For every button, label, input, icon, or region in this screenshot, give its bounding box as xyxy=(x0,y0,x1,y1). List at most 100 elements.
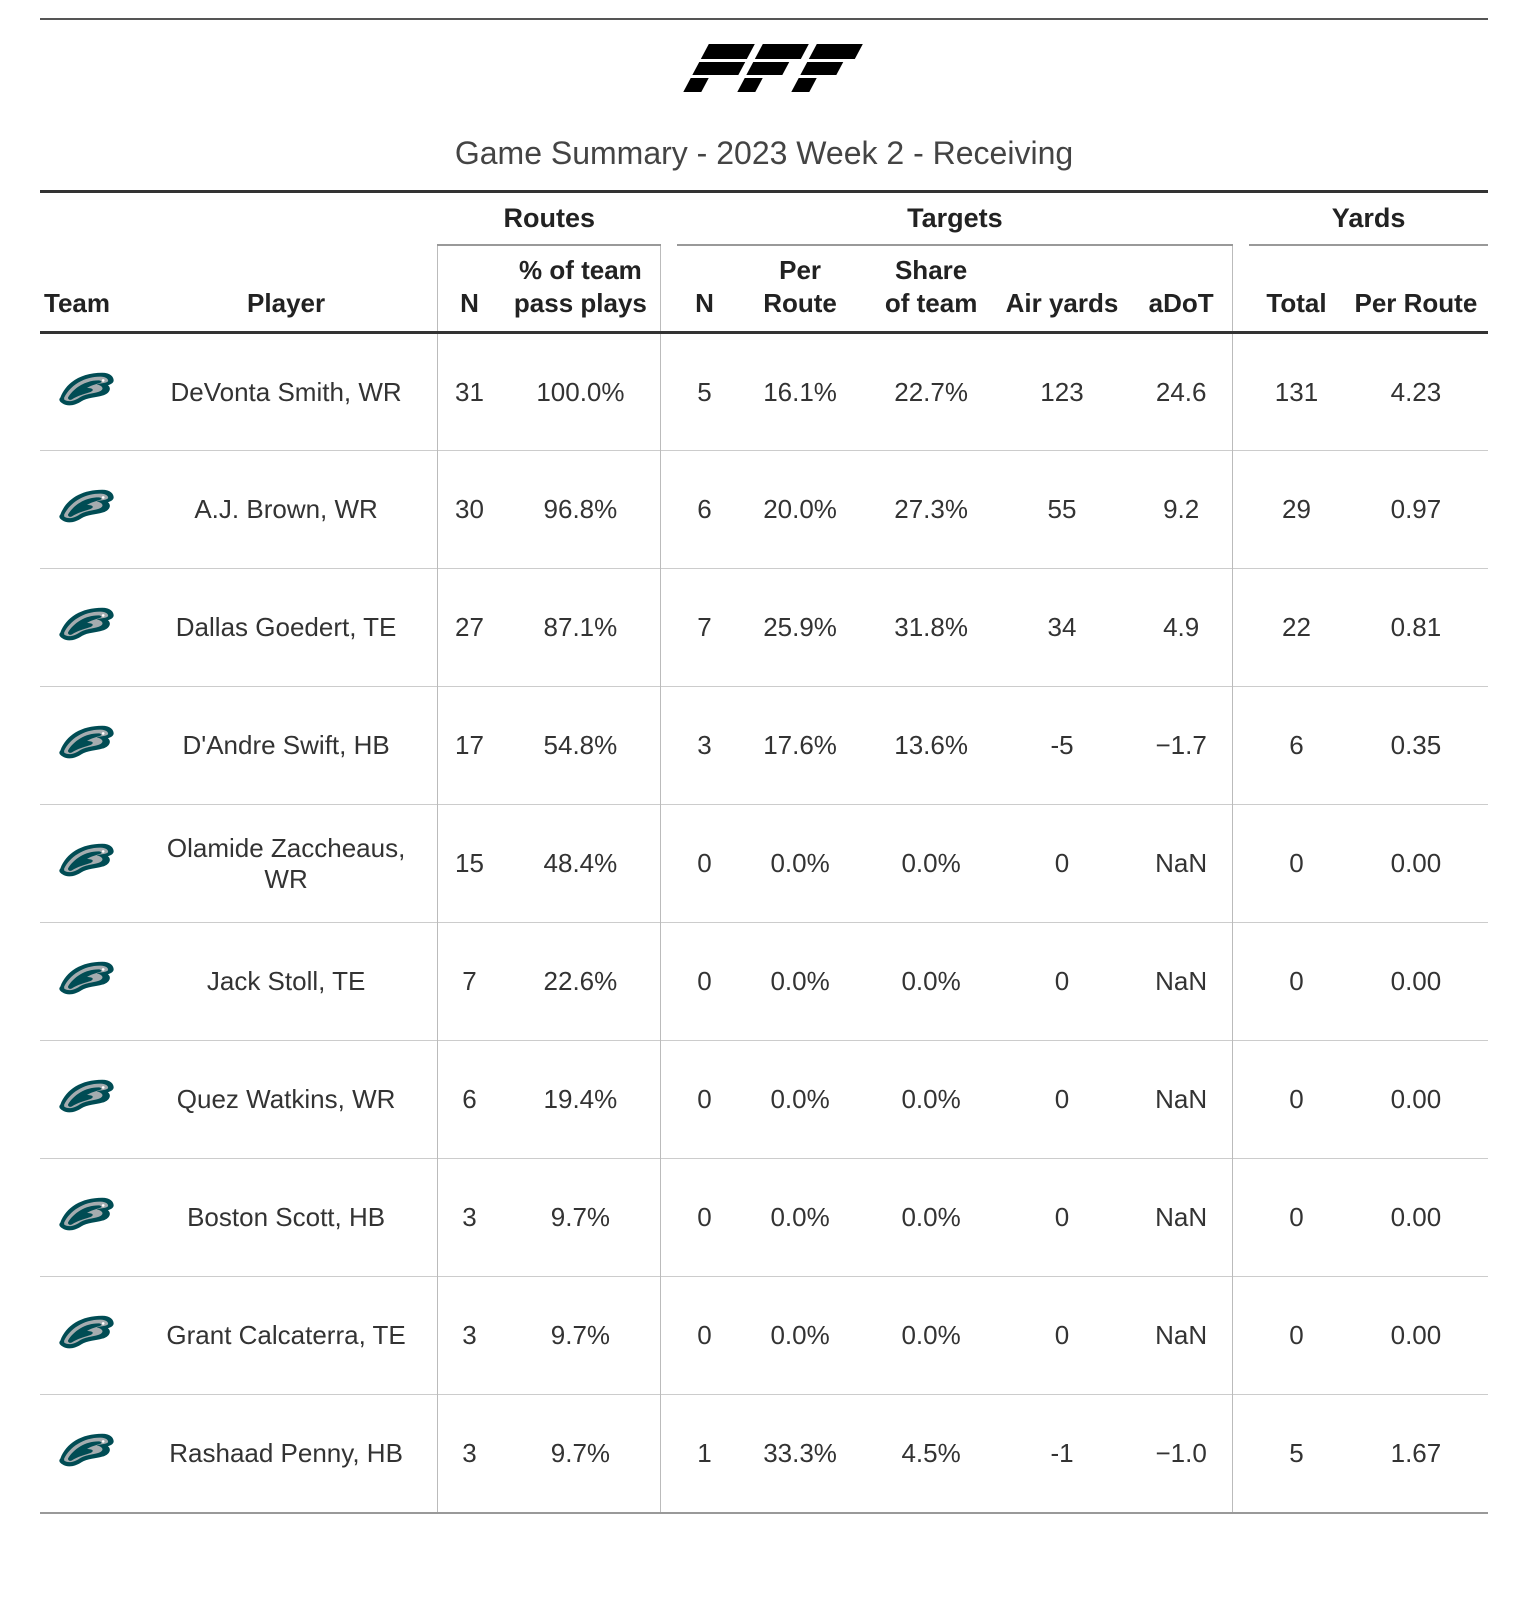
cell-routes-n: 3 xyxy=(438,1395,501,1513)
pff-logo-icon xyxy=(654,38,874,96)
cell-targets-n: 5 xyxy=(677,333,732,451)
team-logo-icon xyxy=(58,1076,116,1116)
cell-targets-air: 0 xyxy=(994,1159,1130,1277)
col-targets-adot: aDoT xyxy=(1130,245,1232,333)
cell-targets-n: 6 xyxy=(677,451,732,569)
cell-player: Quez Watkins, WR xyxy=(135,1041,438,1159)
cell-yards-total: 22 xyxy=(1249,569,1344,687)
col-targets-share: Share of team xyxy=(868,245,993,333)
table-row: Grant Calcaterra, TE39.7%00.0%0.0%0NaN00… xyxy=(40,1277,1488,1395)
cell-targets-n: 3 xyxy=(677,687,732,805)
table-row: D'Andre Swift, HB1754.8%317.6%13.6%-5−1.… xyxy=(40,687,1488,805)
cell-routes-pct: 48.4% xyxy=(501,805,661,923)
cell-routes-pct: 96.8% xyxy=(501,451,661,569)
group-targets: Targets xyxy=(677,192,1232,246)
cell-targets-per-route: 17.6% xyxy=(732,687,869,805)
cell-targets-per-route: 20.0% xyxy=(732,451,869,569)
cell-routes-pct: 9.7% xyxy=(501,1277,661,1395)
cell-targets-adot: 24.6 xyxy=(1130,333,1232,451)
cell-targets-per-route: 25.9% xyxy=(732,569,869,687)
table-row: Boston Scott, HB39.7%00.0%0.0%0NaN00.00 xyxy=(40,1159,1488,1277)
cell-targets-share: 31.8% xyxy=(868,569,993,687)
cell-yards-per-route: 0.00 xyxy=(1344,1277,1488,1395)
cell-yards-total: 5 xyxy=(1249,1395,1344,1513)
cell-targets-air: -1 xyxy=(994,1395,1130,1513)
cell-yards-total: 0 xyxy=(1249,1159,1344,1277)
cell-yards-per-route: 4.23 xyxy=(1344,333,1488,451)
group-blank xyxy=(40,192,438,246)
cell-player: Boston Scott, HB xyxy=(135,1159,438,1277)
cell-yards-total: 0 xyxy=(1249,1041,1344,1159)
cell-gap xyxy=(1233,687,1250,805)
cell-yards-per-route: 0.00 xyxy=(1344,923,1488,1041)
cell-routes-n: 6 xyxy=(438,1041,501,1159)
col-targets-per-route: Per Route xyxy=(732,245,869,333)
cell-routes-n: 17 xyxy=(438,687,501,805)
cell-targets-per-route: 16.1% xyxy=(732,333,869,451)
cell-targets-n: 0 xyxy=(677,1159,732,1277)
cell-targets-adot: NaN xyxy=(1130,1277,1232,1395)
cell-gap xyxy=(1233,1041,1250,1159)
group-routes: Routes xyxy=(438,192,661,246)
table-row: Jack Stoll, TE722.6%00.0%0.0%0NaN00.00 xyxy=(40,923,1488,1041)
cell-yards-total: 0 xyxy=(1249,923,1344,1041)
col-gap xyxy=(1233,245,1250,333)
team-logo-icon xyxy=(58,604,116,644)
cell-yards-per-route: 0.00 xyxy=(1344,1159,1488,1277)
cell-team xyxy=(40,1277,135,1395)
cell-player: Olamide Zaccheaus, WR xyxy=(135,805,438,923)
cell-targets-share: 4.5% xyxy=(868,1395,993,1513)
cell-gap xyxy=(661,687,678,805)
team-logo-icon xyxy=(58,1430,116,1470)
cell-targets-share: 0.0% xyxy=(868,1277,993,1395)
cell-targets-air: 0 xyxy=(994,1277,1130,1395)
page: Game Summary - 2023 Week 2 - Receiving R… xyxy=(0,18,1528,1514)
cell-targets-per-route: 0.0% xyxy=(732,1041,869,1159)
cell-targets-share: 22.7% xyxy=(868,333,993,451)
cell-routes-pct: 9.7% xyxy=(501,1159,661,1277)
cell-targets-air: 34 xyxy=(994,569,1130,687)
cell-team xyxy=(40,1041,135,1159)
cell-player: DeVonta Smith, WR xyxy=(135,333,438,451)
team-logo-icon xyxy=(58,369,116,409)
cell-gap xyxy=(661,1159,678,1277)
table-row: Rashaad Penny, HB39.7%133.3%4.5%-1−1.051… xyxy=(40,1395,1488,1513)
cell-targets-air: 0 xyxy=(994,805,1130,923)
cell-player: Jack Stoll, TE xyxy=(135,923,438,1041)
cell-gap xyxy=(661,333,678,451)
cell-yards-per-route: 0.00 xyxy=(1344,805,1488,923)
group-gap xyxy=(1233,192,1250,246)
col-yards-per-route: Per Route xyxy=(1344,245,1488,333)
cell-player: Rashaad Penny, HB xyxy=(135,1395,438,1513)
group-yards: Yards xyxy=(1249,192,1488,246)
cell-targets-adot: 4.9 xyxy=(1130,569,1232,687)
cell-targets-share: 0.0% xyxy=(868,1159,993,1277)
col-routes-n: N xyxy=(438,245,501,333)
team-logo-icon xyxy=(58,1194,116,1234)
group-header-row: Routes Targets Yards xyxy=(40,192,1488,246)
cell-gap xyxy=(1233,1277,1250,1395)
cell-targets-adot: −1.7 xyxy=(1130,687,1232,805)
col-targets-n: N xyxy=(677,245,732,333)
cell-targets-adot: 9.2 xyxy=(1130,451,1232,569)
col-routes-pct-l2: pass plays xyxy=(509,287,653,320)
page-title: Game Summary - 2023 Week 2 - Receiving xyxy=(40,111,1488,190)
cell-routes-n: 15 xyxy=(438,805,501,923)
cell-routes-pct: 22.6% xyxy=(501,923,661,1041)
cell-player: Grant Calcaterra, TE xyxy=(135,1277,438,1395)
cell-yards-total: 0 xyxy=(1249,1277,1344,1395)
team-logo-icon xyxy=(58,958,116,998)
cell-team xyxy=(40,333,135,451)
col-targets-air: Air yards xyxy=(994,245,1130,333)
cell-player: D'Andre Swift, HB xyxy=(135,687,438,805)
cell-gap xyxy=(661,923,678,1041)
cell-yards-per-route: 0.00 xyxy=(1344,1041,1488,1159)
cell-targets-n: 0 xyxy=(677,1277,732,1395)
cell-routes-n: 30 xyxy=(438,451,501,569)
table-row: Olamide Zaccheaus, WR1548.4%00.0%0.0%0Na… xyxy=(40,805,1488,923)
cell-routes-n: 31 xyxy=(438,333,501,451)
stats-table: Routes Targets Yards Team Player N % of … xyxy=(40,190,1488,1514)
col-gap xyxy=(661,245,678,333)
cell-targets-per-route: 0.0% xyxy=(732,923,869,1041)
cell-targets-adot: NaN xyxy=(1130,923,1232,1041)
